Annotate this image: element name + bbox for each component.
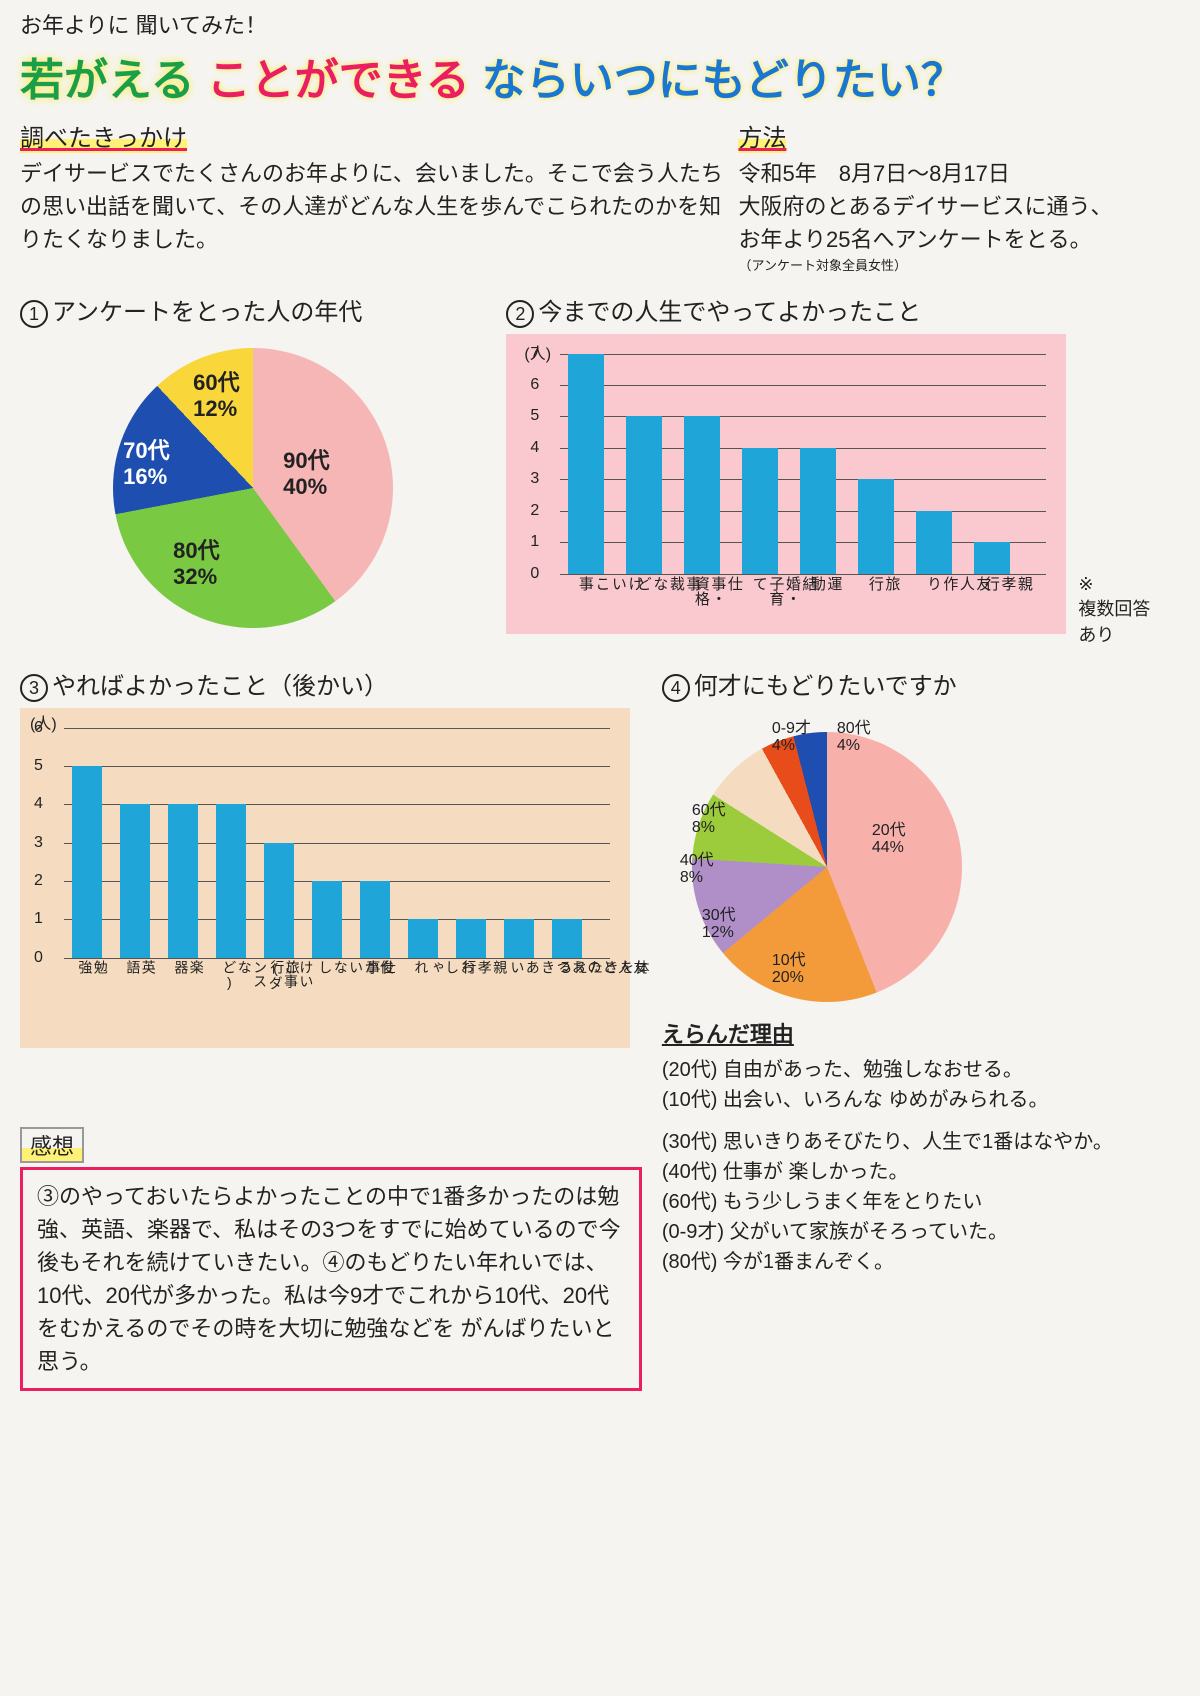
reason-line: (40代) 仕事が 楽しかった。 (662, 1157, 1180, 1187)
impression-box: 感想 ③のやっておいたらよかったことの中で1番多かったのは勉強、英語、楽器で、私… (20, 1127, 642, 1391)
bar (312, 881, 342, 958)
reason-line: (30代) 思いきりあそびたり、人生で1番はなやか。 (662, 1127, 1180, 1157)
reason-line: (60代) もう少しうまく年をとりたい (662, 1187, 1180, 1217)
reason-line: (0-9才) 父がいて家族がそろっていた。 (662, 1217, 1180, 1247)
bar (408, 919, 438, 957)
bar-label: 親孝行 (982, 574, 1032, 591)
q2-chart: (人) 01234567けいこ事事裁など仕事・資格結婚・子育て運動旅行友人作り親… (506, 334, 1066, 634)
q1-section: 1アンケートをとった人の年代 90代 40% 80代 32% 70代 16% 60代 … (20, 286, 486, 648)
q4-reasons: えらんだ理由 (20代) 自由があった、勉強しなおせる。(10代) 出会い、いろ… (662, 1018, 1180, 1115)
title: 若がえる ことができる ならいつにもどりたい？ (0, 40, 1200, 114)
q2-note: ※ 複数回答 あり (1078, 574, 1150, 647)
motive-text: デイサービスでたくさんのお年よりに、会いました。そこで会う人たちの思い出話を聞い… (20, 157, 726, 256)
bar (552, 919, 582, 957)
impression-text: ③のやっておいたらよかったことの中で1番多かったのは勉強、英語、楽器で、私はその… (20, 1167, 642, 1391)
pie-slice-label: 60代 12% (193, 370, 239, 423)
bar (626, 416, 662, 573)
method-label: 方法 (738, 118, 786, 153)
pie-slice-label: 70代 16% (123, 438, 169, 491)
pie-slice-label: 60代 8% (692, 802, 726, 837)
bar (456, 919, 486, 957)
pie-slice-label: 80代 4% (837, 720, 871, 755)
bar-label: 勉強 (77, 958, 108, 974)
bar-label: 事裁など (634, 574, 700, 591)
bar (168, 804, 198, 957)
reason-line: (20代) 自由があった、勉強しなおせる。 (662, 1055, 1180, 1085)
bar (568, 354, 604, 574)
q3-title: 3やればよかったこと（後かい） (20, 666, 642, 702)
bar (684, 416, 720, 573)
bar-label: 仕事 (365, 958, 396, 974)
bar (360, 881, 390, 958)
bar (120, 804, 150, 957)
pie-slice-label: 20代 44% (872, 822, 906, 857)
bar (72, 766, 102, 958)
title-seg2: ことができる (207, 44, 470, 108)
motive-label: 調べたきっかけ (20, 118, 187, 153)
bar (916, 511, 952, 574)
motive-box: 調べたきっかけ デイサービスでたくさんのお年よりに、会いました。そこで会う人たち… (20, 118, 726, 276)
bar-label: 運動 (808, 574, 841, 591)
bar-label: 親孝行 (461, 958, 507, 974)
reason-line: (10代) 出会い、いろんな ゆめがみられる。 (662, 1085, 1180, 1115)
reason-line: (80代) 今が1番まんぞく。 (662, 1247, 1180, 1277)
title-seg1: 若がえる (20, 44, 195, 108)
pie-slice-label: 0-9才 4% (772, 720, 811, 755)
q1-pie: 90代 40% 80代 32% 70代 16% 60代 12% (93, 338, 413, 638)
pie-slice-label: 90代 40% (283, 448, 329, 501)
title-seg3: ならいつにもどりたい？ (482, 44, 965, 108)
pie-slice-label: 10代 20% (772, 952, 806, 987)
bar-label: 友人作り (924, 574, 990, 591)
pie-slice-label: 30代 12% (702, 907, 736, 942)
q3-chart: (人) 0123456勉強英語楽器けいこ事(ダンスなど)旅行俊かいなし仕事おしゃ… (20, 708, 630, 1048)
bar-label: 英語 (125, 958, 156, 974)
header-intro: お年よりに 聞いてみた！ (0, 0, 1200, 40)
q4-pie: 20代 44% 10代 20% 30代 12% 40代 8% 60代 8% 0-9才 4%… (662, 712, 1002, 1012)
pie-slice-label: 40代 8% (680, 852, 714, 887)
bar (742, 448, 778, 574)
bar (800, 448, 836, 574)
bar (974, 542, 1010, 573)
q3-section: 3やればよかったこと（後かい） (人) 0123456勉強英語楽器けいこ事(ダン… (20, 660, 642, 1048)
bar-label: 仕事・資格 (692, 574, 742, 606)
method-text: 令和5年 8月7日〜8月17日 大阪府のとあるデイサービスに通う、 お年より25… (738, 157, 1180, 276)
bar-label: 旅行 (269, 958, 300, 974)
q2-section: 2今までの人生でやってよかったこと (人) 01234567けいこ事事裁など仕事… (506, 286, 1180, 648)
bar-label: けいこ事 (576, 574, 642, 591)
method-box: 方法 令和5年 8月7日〜8月17日 大阪府のとあるデイサービスに通う、 お年よ… (738, 118, 1180, 276)
q1-title: 1アンケートをとった人の年代 (20, 292, 486, 328)
q4-section: 4何才にもどりたいですか 20代 44% 10代 20% 30代 12% 40代 8%… (662, 660, 1180, 1115)
bar (858, 479, 894, 573)
q4-reasons-continued: (30代) 思いきりあそびたり、人生で1番はなやか。(40代) 仕事が 楽しかっ… (662, 1127, 1180, 1391)
bar (216, 804, 246, 957)
q2-title: 2今までの人生でやってよかったこと (506, 292, 1180, 328)
bar (264, 843, 294, 958)
bar-label: 旅行 (866, 574, 899, 591)
bar-label: 体をきたえる (557, 958, 649, 974)
pie-slice-label: 80代 32% (173, 538, 219, 591)
bar (504, 919, 534, 957)
bar-label: 楽器 (173, 958, 204, 974)
q4-title: 4何才にもどりたいですか (662, 666, 1180, 702)
bar-label: 結婚・子育て (750, 574, 816, 606)
